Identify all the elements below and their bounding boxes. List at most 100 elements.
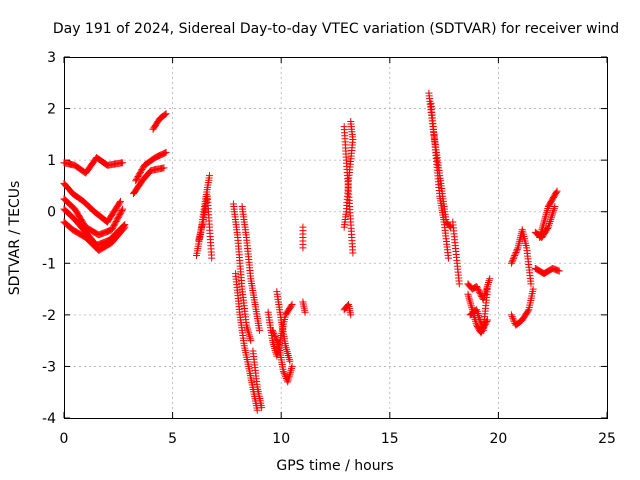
data-point [347, 311, 355, 319]
data-point [541, 216, 549, 224]
data-point [285, 355, 293, 363]
data-point [119, 205, 127, 213]
data-point [527, 280, 535, 288]
data-point [246, 335, 254, 343]
y-tick-label: -2 [42, 308, 56, 324]
data-point [486, 275, 494, 283]
data-point [285, 353, 293, 361]
data-point [513, 247, 521, 255]
y-axis-label: SDTVAR / TECUs [7, 181, 23, 296]
data-point [119, 159, 127, 167]
data-point [509, 256, 517, 264]
data-point [120, 224, 128, 232]
data-point [162, 110, 170, 118]
data-point [270, 329, 278, 337]
data-point [465, 292, 473, 300]
data-point [272, 336, 280, 344]
data-point [344, 302, 352, 310]
data-point [510, 316, 518, 324]
data-point [544, 224, 552, 232]
data-point [301, 308, 309, 316]
data-point [466, 296, 474, 304]
data-point [476, 288, 484, 296]
y-tick-label: -3 [42, 359, 56, 375]
data-point [473, 282, 481, 290]
data-point [446, 222, 454, 230]
data-point [283, 348, 291, 356]
data-point [244, 325, 252, 333]
data-point [273, 337, 281, 345]
data-point [507, 311, 515, 319]
data-point [548, 212, 556, 220]
x-tick-label: 15 [381, 431, 399, 447]
data-point [283, 346, 291, 354]
data-point [269, 326, 277, 334]
data-point [279, 368, 287, 376]
data-point [553, 187, 561, 195]
data-point [243, 323, 251, 331]
data-point [512, 248, 520, 256]
data-point [541, 214, 549, 222]
data-point [509, 255, 517, 263]
data-point [287, 302, 295, 310]
data-point [287, 366, 295, 374]
y-tick-label: 0 [47, 205, 56, 221]
data-point [246, 333, 254, 341]
data-point [288, 364, 296, 372]
tick-layer: 0 5 10 15 20 25 -4 -3 -2 -1 0 1 2 3 [42, 50, 616, 447]
data-point [465, 294, 473, 302]
data-point [116, 199, 124, 207]
data-point [549, 208, 557, 216]
y-tick-label: -4 [42, 411, 56, 427]
data-point [466, 298, 474, 306]
x-tick-label: 10 [272, 431, 290, 447]
data-point [509, 314, 517, 322]
data-point [247, 337, 255, 345]
data-point [475, 287, 483, 295]
data-point [513, 245, 521, 253]
data-point [349, 249, 357, 257]
data-point [467, 302, 475, 310]
data-point [542, 212, 550, 220]
data-point [255, 326, 263, 334]
data-point [455, 280, 463, 288]
data-point [529, 285, 537, 293]
y-tick-label: 3 [47, 50, 56, 66]
data-point [116, 197, 124, 205]
data-point [511, 252, 519, 260]
data-point [485, 279, 493, 287]
data-point [299, 244, 307, 252]
data-point [284, 351, 292, 359]
data-point [510, 253, 518, 261]
data-point [467, 300, 475, 308]
x-tick-label: 5 [168, 431, 177, 447]
data-point [286, 357, 294, 365]
data-point [121, 223, 129, 231]
data-point [539, 220, 547, 228]
y-tick-label: -1 [42, 256, 56, 272]
x-axis-label: GPS time / hours [276, 458, 393, 474]
data-point [272, 334, 280, 342]
y-tick-label: 1 [47, 153, 56, 169]
data-point [270, 331, 278, 339]
x-tick-label: 20 [489, 431, 507, 447]
data-point [288, 362, 296, 370]
data-point [282, 344, 290, 352]
data-point [206, 172, 214, 180]
grid-layer [64, 57, 607, 418]
data-point [507, 259, 515, 267]
data-point [555, 267, 563, 275]
data-point [547, 214, 555, 222]
data-point [208, 254, 216, 262]
data-point [483, 284, 491, 292]
data-layer [60, 89, 563, 414]
data-point [550, 206, 558, 214]
data-point [288, 301, 296, 309]
data-point [482, 286, 490, 294]
data-point [340, 223, 348, 231]
data-point [551, 203, 559, 211]
data-point [284, 350, 292, 358]
data-point [274, 339, 282, 347]
data-point [271, 333, 279, 341]
